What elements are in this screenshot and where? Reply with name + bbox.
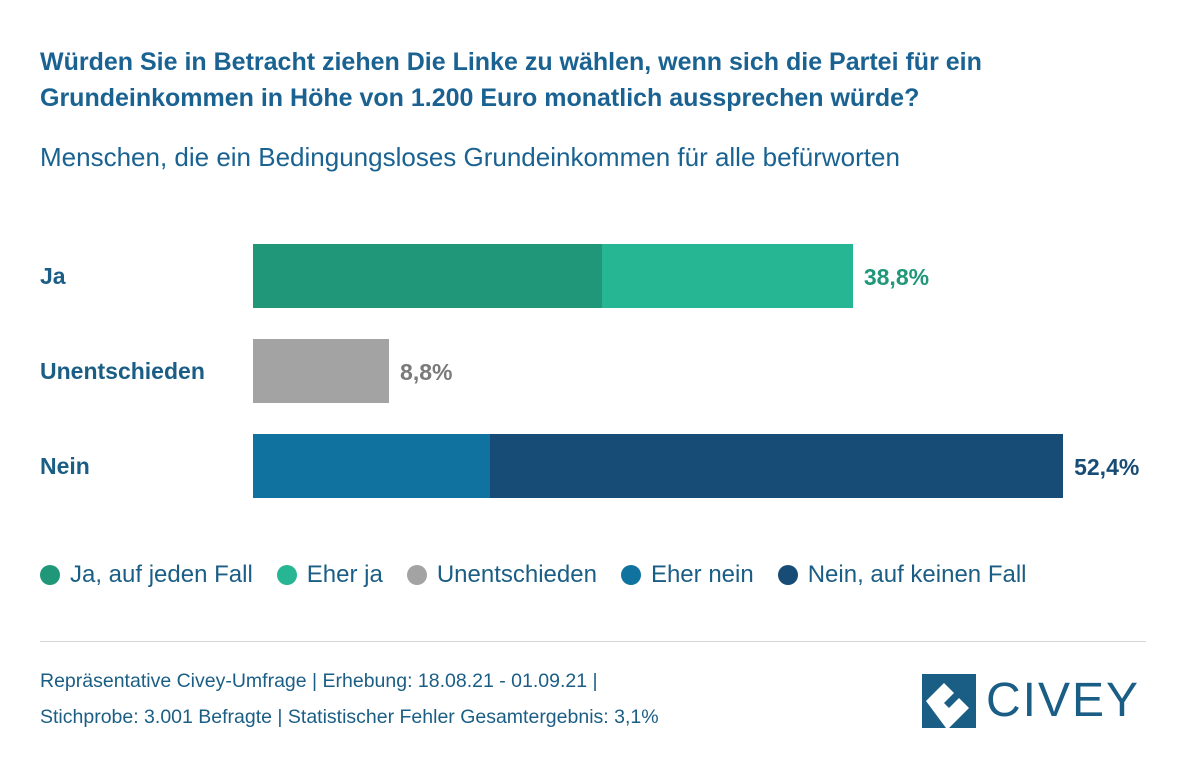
legend-item: Ja, auf jeden Fall xyxy=(40,561,253,589)
chart-subtitle: Menschen, die ein Bedingungsloses Grunde… xyxy=(40,142,900,172)
footer-line-2: Stichprobe: 3.001 Befragte | Statistisch… xyxy=(40,706,659,728)
category-label: Unentschieden xyxy=(40,358,205,384)
chart-title: Würden Sie in Betracht ziehen Die Linke … xyxy=(40,48,982,112)
legend-label: Nein, auf keinen Fall xyxy=(807,561,1027,588)
data-label: 8,8% xyxy=(400,359,453,385)
legend-item: Nein, auf keinen Fall xyxy=(777,561,1027,589)
legend-dot-icon xyxy=(40,565,60,585)
legend-item: Unentschieden xyxy=(406,561,597,589)
civey-logo: CIVEY xyxy=(922,673,1140,728)
legend-label: Eher nein xyxy=(650,561,754,588)
legend-item: Eher ja xyxy=(276,561,383,589)
data-label: 52,4% xyxy=(1074,454,1140,480)
category-label: Nein xyxy=(40,453,90,479)
legend-dot-icon xyxy=(276,565,297,585)
bar-segment xyxy=(253,339,390,403)
category-label: Ja xyxy=(40,263,66,289)
divider xyxy=(40,641,1146,642)
bar-segment xyxy=(602,244,853,308)
logo-text: CIVEY xyxy=(986,674,1141,727)
legend: Ja, auf jeden Fall Eher ja Unentschieden Eh… xyxy=(40,561,1051,589)
footer-line-1: Repräsentative Civey-Umfrage | Erhebung:… xyxy=(40,670,598,692)
legend-dot-icon xyxy=(777,565,798,585)
legend-dot-icon xyxy=(620,565,641,585)
legend-label: Unentschieden xyxy=(436,561,597,588)
civey-logo-icon xyxy=(922,673,976,728)
bar-segment xyxy=(253,244,603,308)
legend-label: Ja, auf jeden Fall xyxy=(70,561,253,588)
legend-label: Eher ja xyxy=(306,561,383,588)
legend-dot-icon xyxy=(406,565,427,585)
data-label: 38,8% xyxy=(863,264,930,290)
bar-segment xyxy=(253,434,490,498)
bar-segment xyxy=(489,434,1064,498)
legend-item: Eher nein xyxy=(620,561,754,589)
